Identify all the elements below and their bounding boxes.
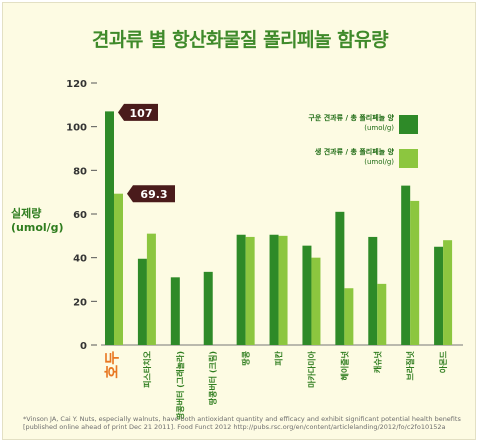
legend-label: 생 견과류 / 총 폴리페놀 양 — [315, 147, 395, 156]
y-axis-label-line2: (umol/g) — [11, 221, 64, 234]
legend-swatch — [399, 149, 418, 168]
x-tick-label: 마카다미아 — [306, 350, 316, 387]
bar-raw — [377, 283, 387, 345]
x-tick-label: 땅콩 — [241, 350, 251, 365]
callout-label: 69.3 — [140, 188, 167, 201]
chart-frame: 견과류 별 항산화물질 폴리페놀 함유량 실제량 (umol/g) 0 20 40 6… — [2, 2, 476, 440]
source-note: *Vinson JA, Cai Y. Nuts, especially waln… — [23, 415, 461, 431]
x-tick-label: 호두 — [103, 351, 121, 379]
bar-raw — [344, 288, 354, 345]
bar-raw — [443, 240, 453, 345]
bar-roasted — [269, 234, 279, 345]
legend-unit: (umol/g) — [364, 158, 394, 166]
x-tick-label: 브라질넛 — [405, 351, 415, 380]
legend-swatch — [399, 115, 418, 134]
callout-label: 107 — [130, 107, 153, 120]
callout-badge — [127, 185, 175, 203]
bar-raw — [278, 235, 288, 345]
bar-roasted — [368, 236, 378, 345]
y-axis-label: 실제량 (umol/g) — [11, 207, 71, 235]
bar-raw — [245, 236, 255, 345]
bar-roasted — [335, 211, 345, 345]
y-tick-label: 20 — [73, 297, 87, 308]
bar-roasted — [105, 111, 114, 345]
callout-badge — [118, 103, 158, 121]
y-axis-label-line1: 실제량 — [11, 207, 42, 220]
y-tick-label: 40 — [73, 254, 87, 265]
y-tick-label: 80 — [73, 166, 87, 177]
bar-raw — [114, 193, 123, 345]
legend-unit: (umol/g) — [364, 124, 394, 132]
x-tick-label: 피스타치오 — [142, 350, 152, 387]
bar-roasted — [401, 185, 411, 345]
y-tick-label: 100 — [66, 123, 87, 134]
x-tick-label: 캐슈넛 — [372, 351, 382, 373]
bar-raw — [146, 233, 156, 345]
y-tick-label: 60 — [73, 210, 87, 221]
bar-roasted — [203, 271, 213, 345]
bar-roasted — [137, 258, 147, 345]
x-tick-label: 땅콩버터 (크림) — [208, 351, 218, 405]
bar-roasted — [302, 245, 312, 345]
bar-roasted — [434, 246, 444, 345]
bar-roasted — [170, 277, 180, 345]
bar-chart: 0 20 40 60 80 100 120 호두 피스타치오 땅콩버터 (그래놀라) 땅콩버터 (크… — [66, 79, 463, 420]
chart-title: 견과류 별 항산화물질 폴리페놀 함유량 — [91, 29, 389, 51]
bar-raw — [311, 257, 321, 345]
bar-raw — [410, 200, 420, 345]
x-tick-label: 아몬드 — [438, 350, 448, 373]
x-tick-label: 땅콩버터 (그래놀라) — [175, 351, 185, 420]
legend-label: 구운 견과류 / 총 폴리페놀 양 — [308, 113, 394, 122]
y-tick-label: 120 — [66, 79, 87, 90]
bar-roasted — [236, 234, 246, 345]
y-tick-label: 0 — [80, 341, 87, 352]
x-tick-label: 피칸 — [274, 350, 284, 365]
x-tick-label: 헤이즐넛 — [339, 351, 349, 380]
